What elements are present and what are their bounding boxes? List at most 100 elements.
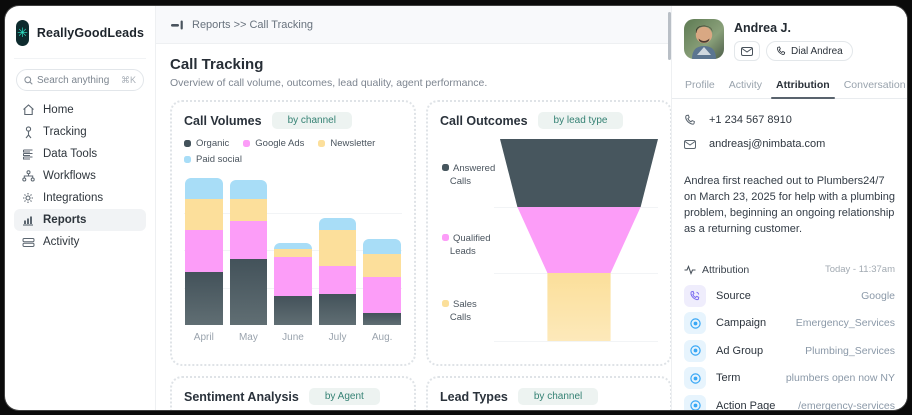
attribution-label: Campaign: [716, 317, 767, 329]
gridline: [494, 341, 658, 342]
target-icon: [684, 339, 706, 362]
legend-item: Organic: [184, 138, 229, 149]
main-area: Reports >> Call Tracking Call Tracking O…: [156, 6, 671, 410]
attribution-value: Plumbing_Services: [805, 344, 895, 357]
bar-segment-google-ads: [229, 221, 268, 259]
contact-details: +1 234 567 8910 andreasj@nimbata.com: [672, 99, 907, 158]
by-agent-badge[interactable]: by Agent: [308, 388, 380, 405]
envelope-icon: [684, 139, 698, 149]
legend-label: Paid social: [196, 154, 242, 165]
phone-call-icon: [684, 284, 706, 307]
by-lead-type-badge[interactable]: by lead type: [537, 112, 624, 129]
sidebar-item-integrations[interactable]: Integrations: [14, 187, 146, 209]
sidebar-item-workflows[interactable]: Workflows: [14, 165, 146, 187]
bar-segment-paid-social: [363, 239, 401, 254]
bar-segment-newsletter: [229, 199, 268, 221]
by-channel-badge[interactable]: by channel: [271, 112, 352, 129]
sidebar: ✳ ReallyGoodLeads Search anything ⌘K Hom…: [5, 6, 156, 410]
bar-april[interactable]: [185, 178, 223, 325]
attribution-value: /emergency-services: [798, 399, 895, 411]
funnel-stage-answered-calls[interactable]: [500, 139, 658, 207]
bar-chart-legend: Organic Google Ads Newsletter Paid social: [184, 138, 402, 165]
sidebar-item-data-tools[interactable]: Data Tools: [14, 143, 146, 165]
tab-profile[interactable]: Profile: [685, 79, 715, 91]
tab-attribution[interactable]: Attribution: [769, 73, 837, 99]
avatar: [684, 19, 724, 59]
bar-segment-paid-social: [185, 178, 223, 199]
bar-segment-google-ads: [318, 266, 357, 294]
email-button[interactable]: [734, 41, 760, 61]
search-input[interactable]: Search anything ⌘K: [16, 69, 144, 91]
tab-conversation[interactable]: Conversation: [843, 79, 906, 91]
attribution-label: Action Page: [716, 399, 776, 411]
bar-segment-google-ads: [274, 257, 312, 296]
legend-swatch: [442, 234, 449, 241]
card-title: Call Outcomes: [440, 113, 528, 128]
attribution-row-source[interactable]: Source Google: [684, 282, 895, 310]
contact-email: andreasj@nimbata.com: [709, 138, 826, 150]
dial-andrea-button[interactable]: Dial Andrea: [766, 41, 853, 61]
workflows-icon: [21, 170, 35, 182]
attribution-value: plumbers open now NY: [785, 372, 895, 384]
x-axis-label: April: [193, 332, 214, 343]
sidebar-collapse-icon[interactable]: [170, 19, 184, 31]
bars: [184, 175, 402, 325]
x-axis-label: May: [238, 332, 258, 343]
funnel-stage-sales-calls[interactable]: [547, 273, 611, 341]
legend-swatch: [442, 300, 449, 307]
attribution-row-campaign[interactable]: Campaign Emergency_Services: [684, 309, 895, 337]
tab-activity[interactable]: Activity: [728, 79, 763, 91]
funnel-svg: [500, 139, 658, 341]
attribution-row-term[interactable]: Term plumbers open now NY: [684, 364, 895, 392]
bar-segment-newsletter: [318, 230, 357, 266]
email-row[interactable]: andreasj@nimbata.com: [684, 132, 895, 156]
attribution-title: Attribution: [702, 263, 750, 276]
bar-june[interactable]: [274, 243, 312, 325]
search-icon: [24, 75, 33, 85]
attribution-rows: Source Google Campaign Emergency_Services Ad…: [672, 282, 907, 410]
page-subtitle: Overview of call volume, outcomes, lead …: [170, 77, 488, 89]
bar-may[interactable]: [229, 180, 268, 325]
sidebar-item-label: Workflows: [43, 170, 96, 182]
attribution-row-ad-group[interactable]: Ad Group Plumbing_Services: [684, 337, 895, 365]
phone-icon: [684, 114, 698, 126]
sidebar-item-tracking[interactable]: Tracking: [14, 121, 146, 143]
legend-swatch: [442, 164, 449, 171]
funnel-legend-item: Sales Calls: [442, 299, 500, 325]
by-channel-badge[interactable]: by channel: [517, 388, 599, 405]
page-title: Call Tracking: [170, 56, 264, 73]
attribution-label: Term: [716, 372, 741, 384]
phone-row[interactable]: +1 234 567 8910: [684, 108, 895, 132]
brand: ✳ ReallyGoodLeads: [14, 18, 146, 59]
bar-segment-organic: [229, 259, 268, 325]
attribution-label: Source: [716, 289, 751, 302]
legend-label: Google Ads: [255, 138, 305, 149]
sidebar-item-reports[interactable]: Reports: [14, 209, 146, 231]
contact-tabs: Profile Activity Attribution Conversation: [672, 73, 907, 99]
sidebar-item-activity[interactable]: Activity: [14, 231, 146, 253]
funnel-stage-qualified-leads[interactable]: [517, 207, 641, 273]
gridline: [184, 212, 402, 214]
breadcrumb: Reports >> Call Tracking: [192, 18, 314, 31]
sidebar-item-home[interactable]: Home: [14, 99, 146, 121]
scrollbar-thumb[interactable]: [668, 12, 671, 60]
pulse-icon: [684, 264, 696, 275]
bar-segment-google-ads: [185, 230, 223, 272]
target-icon: [684, 367, 706, 389]
attribution-value: Google: [861, 289, 895, 302]
sidebar-item-label: Integrations: [43, 192, 104, 204]
bar-segment-paid-social: [229, 180, 268, 199]
attribution-value: Emergency_Services: [795, 317, 895, 329]
bar-segment-organic: [274, 296, 312, 325]
data-tools-icon: [21, 148, 35, 160]
bar-segment-organic: [363, 313, 401, 325]
bar-aug[interactable]: [363, 239, 401, 325]
attribution-row-action-page[interactable]: Action Page/emergency-services: [684, 392, 895, 410]
phone-icon: [776, 46, 786, 56]
bar-july[interactable]: [318, 218, 357, 325]
stacked-bar-chart: [184, 175, 402, 325]
bar-segment-google-ads: [363, 277, 401, 313]
contact-name: Andrea J.: [734, 21, 791, 35]
bar-segment-newsletter: [185, 199, 223, 230]
bar-segment-newsletter: [274, 249, 312, 257]
